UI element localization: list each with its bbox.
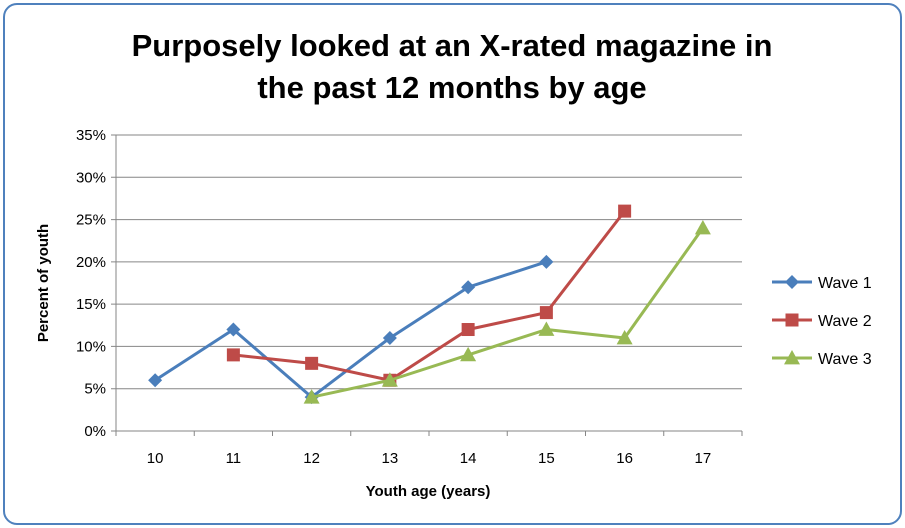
series-wave-1 [148,254,554,405]
chart-title-line-1: Purposely looked at an X-rated magazine … [132,28,773,63]
y-tick-label: 35% [76,127,106,144]
data-point [538,321,555,336]
y-tick-label: 10% [76,338,106,355]
data-point [616,329,633,345]
data-point [226,322,241,337]
chart-title-line-2: the past 12 months by age [257,70,646,105]
x-tick-label: 14 [460,450,477,467]
y-tick-label: 25% [76,212,106,229]
data-point [461,280,476,295]
data-point [539,306,553,320]
x-axis-title: Youth age (years) [366,483,491,500]
data-point [148,373,163,388]
data-point [305,356,319,370]
legend-swatch-marker [785,275,799,289]
y-tick-label: 20% [76,254,106,271]
y-tick-label: 5% [84,381,106,398]
series-group [148,204,711,405]
data-point [618,204,632,218]
data-point [303,389,320,404]
x-tick-label: 11 [226,450,242,467]
y-tick-label: 15% [76,296,106,313]
data-point [461,323,475,337]
data-point [460,346,477,362]
data-point [694,220,711,235]
data-point [381,372,398,387]
legend: Wave 1 Wave 2 Wave 3 [772,275,872,368]
legend-label: Wave 2 [818,313,872,330]
series-line [233,210,626,382]
x-tick-label: 17 [695,450,712,467]
data-point [539,254,554,269]
chart-frame [3,3,902,525]
y-axis-title: Percent of youth [35,224,52,342]
x-tick-label: 15 [538,450,555,467]
x-axis-ticks: 10 11 12 13 14 15 16 17 [147,450,711,467]
x-tick-label: 10 [147,450,164,467]
y-axis-ticks: 0% 5% 10% 15% 20% 25% 30% 35% [76,127,106,440]
x-tick-label: 16 [616,450,633,467]
gridlines [111,134,743,436]
y-tick-label: 0% [84,423,106,440]
data-point [382,330,397,345]
series-wave-2 [226,204,632,387]
y-tick-label: 30% [76,169,106,186]
legend-label: Wave 3 [818,351,872,368]
series-wave-3 [303,220,711,404]
data-point [226,348,240,362]
series-line [154,260,547,399]
legend-label: Wave 1 [818,275,872,292]
x-tick-label: 12 [303,450,320,467]
legend-swatch-marker [785,313,799,327]
x-tick-label: 13 [382,450,399,467]
series-line [311,227,705,399]
legend-swatch-marker [784,350,800,365]
